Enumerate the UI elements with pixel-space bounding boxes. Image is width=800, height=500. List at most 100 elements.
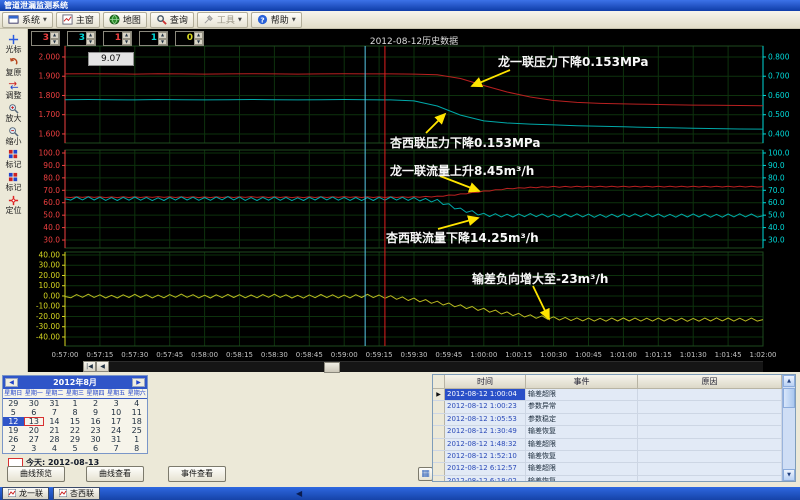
calendar-day-cell[interactable]: 1 bbox=[72, 399, 78, 408]
table-row[interactable]: 2012-08-12 1:05:53 参数稳定 bbox=[433, 413, 782, 427]
cell-reason bbox=[638, 463, 782, 475]
weekday-header: 星期一 bbox=[24, 390, 43, 397]
event-view-button[interactable]: 事件查看 bbox=[168, 466, 226, 482]
calendar-day-cell[interactable]: 19 bbox=[8, 426, 19, 435]
tool-locate-button[interactable]: 定位 bbox=[6, 195, 22, 215]
calendar-day-cell[interactable]: 27 bbox=[28, 435, 39, 444]
svg-text:100.0: 100.0 bbox=[39, 148, 61, 157]
spinner-up-button[interactable]: ▲ bbox=[158, 32, 167, 39]
calendar-day-cell[interactable]: 7 bbox=[51, 408, 57, 417]
curve-preview-button[interactable]: 曲线预览 bbox=[7, 466, 65, 482]
spinner-value[interactable]: 1 bbox=[150, 33, 157, 43]
calendar-day-cell[interactable]: 23 bbox=[90, 426, 101, 435]
calendar-day-cell[interactable]: 25 bbox=[131, 426, 142, 435]
calendar-day-cell[interactable]: 26 bbox=[8, 435, 19, 444]
h-scroll-track[interactable] bbox=[109, 361, 763, 373]
calendar-day-cell[interactable]: 24 bbox=[111, 426, 122, 435]
spinner-down-button[interactable]: ▼ bbox=[86, 38, 95, 45]
calendar-day-cell[interactable]: 18 bbox=[131, 417, 142, 426]
spinner-down-button[interactable]: ▼ bbox=[194, 38, 203, 45]
calendar-day-cell[interactable]: 29 bbox=[8, 399, 19, 408]
calendar-day-cell[interactable]: 1 bbox=[134, 435, 140, 444]
calendar-day-cell[interactable]: 4 bbox=[134, 399, 140, 408]
spinner-value[interactable]: 0 bbox=[186, 33, 193, 43]
chart-plot[interactable]: 2.000 1.900 1.800 1.700 1.600 0.800 0.700 0.600… bbox=[28, 29, 800, 372]
scroll-down-button[interactable]: ▼ bbox=[783, 469, 795, 481]
spinner-up-button[interactable]: ▲ bbox=[50, 32, 59, 39]
spinner-down-button[interactable]: ▼ bbox=[50, 38, 59, 45]
calendar-day-cell[interactable]: 12 bbox=[3, 417, 24, 426]
calendar-day-cell[interactable]: 6 bbox=[93, 444, 99, 453]
spinner-up-button[interactable]: ▲ bbox=[86, 32, 95, 39]
calendar-day-cell[interactable]: 11 bbox=[131, 408, 142, 417]
scroll-thumb[interactable] bbox=[783, 388, 795, 408]
table-row[interactable]: 2012-08-12 6:18:02 输差恢复 bbox=[433, 475, 782, 481]
mark-icon bbox=[8, 149, 19, 160]
calendar-day-cell[interactable]: 16 bbox=[90, 417, 101, 426]
h-scroll-thumb[interactable] bbox=[324, 362, 340, 373]
calendar-day-cell[interactable]: 10 bbox=[111, 408, 122, 417]
calendar-day-cell[interactable]: 30 bbox=[28, 399, 39, 408]
calendar-day-cell[interactable]: 13 bbox=[23, 417, 45, 426]
spinner-down-button[interactable]: ▼ bbox=[158, 38, 167, 45]
tool-zoom-out-button[interactable]: 缩小 bbox=[6, 126, 22, 146]
spinner-up-button[interactable]: ▲ bbox=[194, 32, 203, 39]
spinner-down-button[interactable]: ▼ bbox=[122, 38, 131, 45]
calendar-day-cell[interactable]: 2 bbox=[93, 399, 99, 408]
calendar-day-cell[interactable]: 5 bbox=[72, 444, 78, 453]
calendar-day-cell[interactable]: 30 bbox=[90, 435, 101, 444]
table-row[interactable]: 2012-08-12 1:48:32 输差超限 bbox=[433, 438, 782, 451]
calendar-day-cell[interactable]: 14 bbox=[49, 417, 60, 426]
event-export-button[interactable]: ▦ bbox=[418, 467, 433, 481]
curve-view-button[interactable]: 曲线查看 bbox=[86, 466, 144, 482]
table-row[interactable]: 2012-08-12 6:12:57 输差超限 bbox=[433, 463, 782, 476]
spinner-value[interactable]: 3 bbox=[78, 33, 85, 43]
calendar-prev-button[interactable]: ◀ bbox=[5, 378, 18, 387]
scroll-up-button[interactable]: ▲ bbox=[783, 375, 795, 387]
statusbar-collapse-button[interactable]: ◀ bbox=[296, 489, 303, 498]
calendar-day-cell[interactable]: 8 bbox=[72, 408, 78, 417]
table-row[interactable]: 2012-08-12 1:00:23 参数异常 bbox=[433, 401, 782, 414]
tool-cursor-button[interactable]: 光标 bbox=[6, 34, 22, 54]
statusbar-tab-0[interactable]: 龙一联 bbox=[2, 487, 49, 500]
menu-tools-button[interactable]: 工具 ▼ bbox=[196, 11, 248, 28]
tool-undo-button[interactable]: 复原 bbox=[6, 57, 22, 77]
calendar-day-cell[interactable]: 3 bbox=[113, 399, 119, 408]
calendar-day-cell[interactable]: 22 bbox=[69, 426, 81, 435]
table-row[interactable]: ▶ 2012-08-12 1:00:04 输差超限 bbox=[433, 389, 782, 402]
calendar-day-cell[interactable]: 7 bbox=[113, 444, 119, 453]
h-scroll-home-button[interactable]: |◀ bbox=[83, 361, 96, 372]
calendar-day-cell[interactable]: 3 bbox=[31, 444, 37, 453]
table-row[interactable]: 2012-08-12 1:52:10 输差恢复 bbox=[433, 450, 782, 464]
calendar-day-cell[interactable]: 21 bbox=[49, 426, 60, 435]
menu-main-window-button[interactable]: 主窗 bbox=[55, 11, 100, 28]
calendar-next-button[interactable]: ▶ bbox=[132, 378, 145, 387]
menu-system-button[interactable]: 系统 ▼ bbox=[2, 11, 53, 28]
tool-adjust-button[interactable]: 调整 bbox=[6, 80, 22, 100]
calendar-day-cell[interactable]: 15 bbox=[69, 417, 81, 426]
calendar-day-cell[interactable]: 31 bbox=[49, 399, 60, 408]
calendar-day-cell[interactable]: 29 bbox=[69, 435, 81, 444]
calendar-day-cell[interactable]: 8 bbox=[134, 444, 140, 453]
statusbar-tab-1[interactable]: 杏西联 bbox=[53, 487, 100, 500]
tool-mark-button[interactable]: 标记 bbox=[6, 149, 22, 169]
calendar-day-cell[interactable]: 5 bbox=[10, 408, 16, 417]
h-scroll-left-button[interactable]: ◀ bbox=[96, 361, 109, 372]
tool-zoom-in-button[interactable]: 放大 bbox=[6, 103, 22, 123]
calendar-day-cell[interactable]: 9 bbox=[93, 408, 99, 417]
calendar-day-cell[interactable]: 6 bbox=[31, 408, 37, 417]
calendar-day-cell[interactable]: 28 bbox=[49, 435, 60, 444]
calendar-day-cell[interactable]: 31 bbox=[111, 435, 122, 444]
tool-mark2-button[interactable]: 标记 bbox=[6, 172, 22, 192]
menu-map-button[interactable]: 地图 bbox=[102, 11, 147, 28]
calendar-day-cell[interactable]: 20 bbox=[28, 426, 39, 435]
menu-query-button[interactable]: 查询 bbox=[149, 11, 194, 28]
table-row[interactable]: 2012-08-12 1:30:49 输差恢复 bbox=[433, 426, 782, 439]
calendar-day-cell[interactable]: 17 bbox=[111, 417, 122, 426]
calendar-day-cell[interactable]: 4 bbox=[51, 444, 57, 453]
spinner-up-button[interactable]: ▲ bbox=[122, 32, 131, 39]
spinner-value[interactable]: 3 bbox=[42, 33, 49, 43]
menu-help-button[interactable]: ? 帮助 ▼ bbox=[250, 11, 302, 28]
spinner-value[interactable]: 1 bbox=[114, 33, 121, 43]
calendar-day-cell[interactable]: 2 bbox=[10, 444, 16, 453]
